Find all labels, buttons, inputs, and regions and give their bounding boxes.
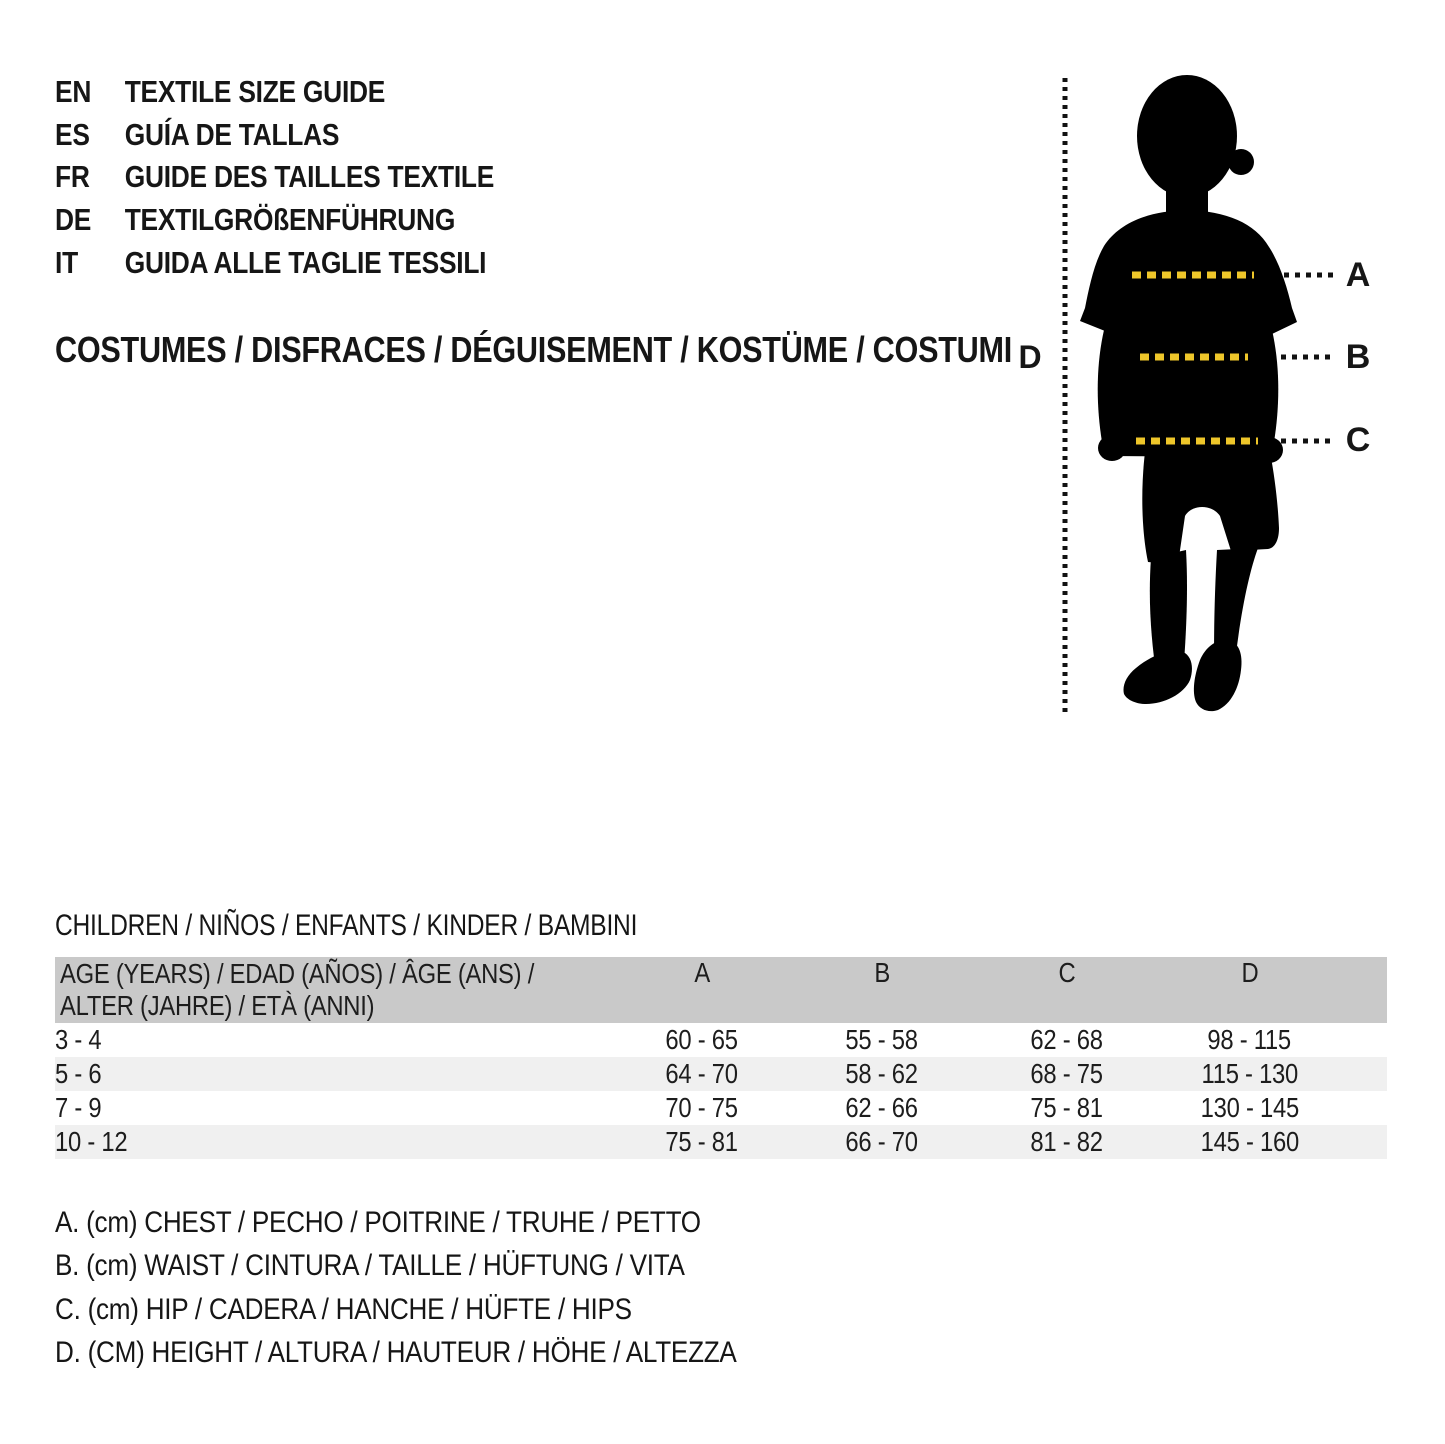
hip-label: C [1345, 421, 1371, 459]
spacer-cell [1337, 1125, 1387, 1159]
language-code: IT [55, 244, 78, 280]
column-header-spacer [1337, 957, 1387, 1023]
column-header-d: D [1162, 957, 1337, 1023]
table-header-row: AGE (YEARS) / EDAD (AÑOS) / ÂGE (ANS) / … [55, 957, 1387, 1023]
chest-value-cell: 70 - 75 [665, 1092, 739, 1123]
age-header-line1: AGE (YEARS) / EDAD (AÑOS) / ÂGE (ANS) / [60, 958, 535, 989]
hip-value-cell: 81 - 82 [972, 1125, 1162, 1159]
language-row-en: EN TEXTILE SIZE GUIDE [55, 71, 494, 114]
table-row: 7 - 9 70 - 75 62 - 66 75 - 81 130 - 145 [55, 1091, 1387, 1125]
language-title: GUÍA DE TALLAS [124, 116, 340, 152]
spacer-cell [1337, 1023, 1387, 1057]
age-cell: 7 - 9 [55, 1092, 102, 1123]
language-row-es: ES GUÍA DE TALLAS [55, 114, 494, 157]
language-title: TEXTILGRÖßENFÜHRUNG [124, 202, 456, 238]
chest-value-cell: 75 - 81 [612, 1125, 792, 1159]
waist-value-cell: 58 - 62 [792, 1057, 972, 1091]
height-label: D [1018, 339, 1042, 375]
table-row: 5 - 6 64 - 70 58 - 62 68 - 75 115 - 130 [55, 1057, 1387, 1091]
table-row: 10 - 12 75 - 81 66 - 70 81 - 82 145 - 16… [55, 1125, 1387, 1159]
language-title: GUIDA ALLE TAGLIE TESSILI [124, 244, 487, 280]
hip-value-cell: 68 - 75 [972, 1057, 1162, 1091]
language-code: FR [55, 159, 90, 195]
height-value-cell: 115 - 130 [1162, 1057, 1337, 1091]
age-header-line2: ALTER (JAHRE) / ETÀ (ANNI) [60, 990, 375, 1021]
section-title-children: CHILDREN / NIÑOS / ENFANTS / KINDER / BA… [55, 909, 638, 942]
age-column-header: AGE (YEARS) / EDAD (AÑOS) / ÂGE (ANS) / … [55, 957, 612, 1023]
legend-item-chest: A. (cm) CHEST / PECHO / POITRINE / TRUHE… [55, 1205, 701, 1239]
language-code: ES [55, 116, 90, 152]
children-size-table: AGE (YEARS) / EDAD (AÑOS) / ÂGE (ANS) / … [55, 957, 1387, 1159]
height-value-cell: 130 - 145 [1200, 1092, 1299, 1123]
waist-label: B [1345, 338, 1371, 376]
age-cell: 10 - 12 [55, 1125, 612, 1159]
height-value-cell: 98 - 115 [1207, 1024, 1292, 1055]
child-measurement-diagram [1062, 75, 1333, 712]
spacer-cell [1337, 1057, 1387, 1091]
chest-value-cell: 64 - 70 [612, 1057, 792, 1091]
measurement-legend: A. (cm) CHEST / PECHO / POITRINE / TRUHE… [55, 1201, 838, 1375]
spacer-cell [1337, 1091, 1387, 1125]
language-title: GUIDE DES TAILLES TEXTILE [124, 159, 495, 195]
chest-value-cell: 60 - 65 [665, 1024, 739, 1055]
language-row-fr: FR GUIDE DES TAILLES TEXTILE [55, 156, 494, 199]
language-code: DE [55, 202, 92, 238]
language-row-it: IT GUIDA ALLE TAGLIE TESSILI [55, 241, 494, 284]
language-title: TEXTILE SIZE GUIDE [124, 74, 386, 110]
language-code: EN [55, 74, 92, 110]
legend-item-hip: C. (cm) HIP / CADERA / HANCHE / HÜFTE / … [55, 1292, 632, 1326]
waist-value-cell: 55 - 58 [845, 1024, 919, 1055]
height-value-cell: 145 - 160 [1162, 1125, 1337, 1159]
child-silhouette-icon [1080, 75, 1297, 712]
waist-value-cell: 62 - 66 [845, 1092, 919, 1123]
hip-value-cell: 75 - 81 [1030, 1092, 1104, 1123]
age-cell: 5 - 6 [55, 1057, 612, 1091]
category-title: COSTUMES / DISFRACES / DÉGUISEMENT / KOS… [55, 329, 1012, 370]
legend-item-height: D. (CM) HEIGHT / ALTURA / HAUTEUR / HÖHE… [55, 1336, 737, 1370]
language-row-de: DE TEXTILGRÖßENFÜHRUNG [55, 199, 494, 242]
chest-label: A [1345, 256, 1371, 294]
language-title-list: EN TEXTILE SIZE GUIDE ES GUÍA DE TALLAS … [55, 71, 572, 284]
age-cell: 3 - 4 [55, 1024, 102, 1055]
waist-value-cell: 66 - 70 [792, 1125, 972, 1159]
table-row: 3 - 4 60 - 65 55 - 58 62 - 68 98 - 115 [55, 1023, 1387, 1057]
column-header-a: A [612, 957, 792, 1023]
column-header-c: C [972, 957, 1162, 1023]
legend-item-waist: B. (cm) WAIST / CINTURA / TAILLE / HÜFTU… [55, 1249, 685, 1283]
column-header-b: B [792, 957, 972, 1023]
hip-value-cell: 62 - 68 [1030, 1024, 1104, 1055]
